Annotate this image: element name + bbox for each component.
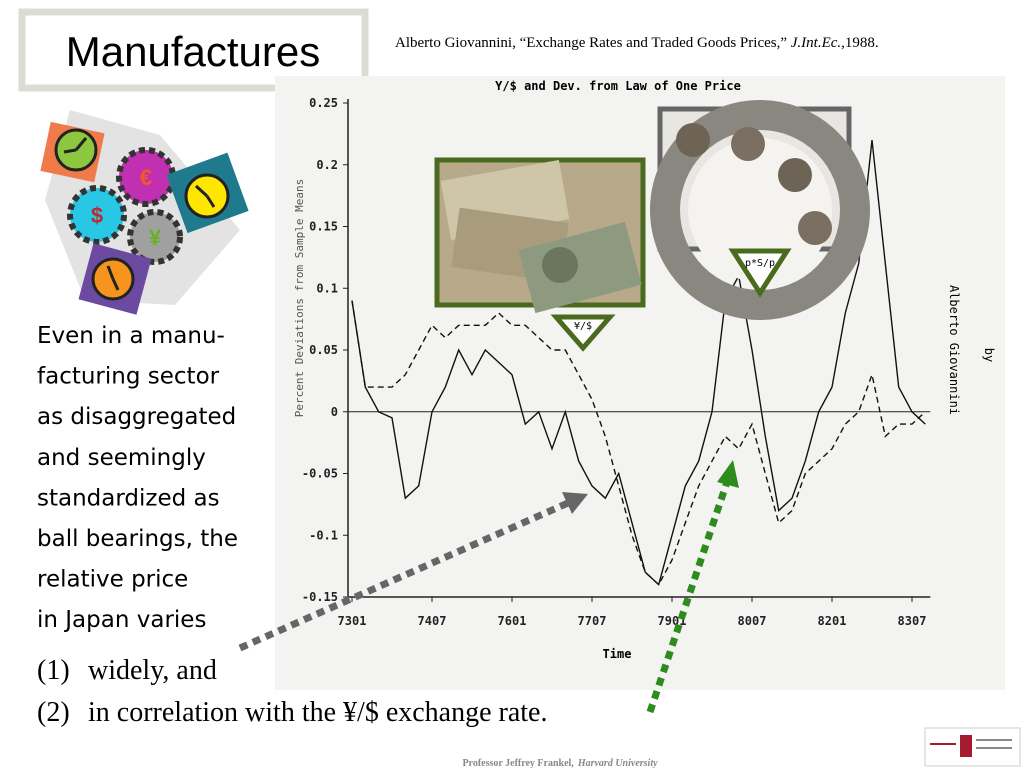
y-tick-label: -0.05: [302, 467, 338, 481]
x-tick-label: 8307: [898, 614, 927, 628]
body-line: as disaggregated: [37, 404, 236, 430]
gears-icon: € $ ¥: [40, 110, 249, 315]
citation-year: ,1988.: [841, 35, 879, 51]
chart-title: Y/$ and Dev. from Law of One Price: [495, 79, 741, 93]
x-tick-label: 7601: [498, 614, 527, 628]
y-tick-label: 0.05: [309, 343, 338, 357]
y-tick-label: -0.15: [302, 590, 338, 604]
body-line: Even in a manu-: [37, 323, 225, 349]
series-label: p*S/p: [745, 258, 775, 269]
svg-text:$: $: [91, 203, 103, 228]
y-axis-label: Percent Deviations from Sample Means: [293, 179, 306, 417]
series-line: [351, 140, 926, 586]
body-line: and seemingly: [37, 445, 206, 471]
side-text: by: [982, 348, 996, 362]
citation-box: [385, 25, 1005, 75]
y-tick-label: 0.2: [316, 158, 338, 172]
body-line: ball bearings, the: [37, 526, 238, 552]
callout-arrow: [728, 248, 792, 298]
x-tick-label: 7407: [418, 614, 447, 628]
body-line: facturing sector: [37, 364, 220, 390]
y-tick-label: 0: [331, 405, 338, 419]
arrow-head: [717, 460, 739, 488]
y-tick-label: 0.1: [316, 281, 338, 295]
citation: Alberto Giovannini, “Exchange Rates and …: [395, 35, 879, 51]
bearing-photo: [650, 100, 870, 320]
citation-text: Alberto Giovannini, “Exchange Rates and …: [395, 35, 791, 51]
x-axis-label: Time: [603, 647, 632, 661]
item-number: (1): [37, 655, 70, 686]
x-tick-label: 7707: [578, 614, 607, 628]
title-box: [18, 8, 369, 92]
pointer-arrow: [238, 499, 570, 652]
body-line: relative price: [37, 567, 188, 593]
footer-name: Professor Jeffrey Frankel,: [462, 758, 574, 768]
item-text: widely, and: [88, 655, 217, 686]
pointer-arrow: [646, 480, 731, 714]
item-number: (2): [37, 697, 70, 728]
callout-arrow: [550, 314, 616, 352]
yen-photo: [434, 157, 646, 314]
footer-affiliation: Harvard University: [577, 758, 658, 768]
body-text: Even in a manu-facturing sector as disagg…: [37, 323, 547, 728]
side-text: Alberto Giovannini: [947, 285, 961, 415]
slide-title: Manufactures: [66, 28, 320, 75]
footer: Professor Jeffrey Frankel, Harvard Univer…: [462, 758, 658, 768]
y-tick-label: -0.1: [309, 528, 338, 542]
svg-text:€: €: [140, 165, 152, 190]
x-tick-label: 8007: [738, 614, 767, 628]
arrow-head: [562, 492, 588, 514]
citation-journal: J.Int.Ec.: [791, 35, 841, 51]
svg-text:¥: ¥: [149, 225, 162, 250]
logo: [924, 727, 1021, 767]
y-tick-label: 0.15: [309, 220, 338, 234]
chart: Y/$ and Dev. from Law of One Price Time Pe…: [293, 79, 996, 661]
item-text: in correlation with the ¥/$ exchange rat…: [88, 697, 547, 728]
series-label: ¥/$: [574, 321, 592, 332]
body-line: standardized as: [37, 485, 220, 511]
x-tick-label: 7301: [338, 614, 367, 628]
body-line: in Japan varies: [37, 607, 206, 633]
y-tick-label: 0.25: [309, 96, 338, 110]
x-tick-label: 8201: [818, 614, 847, 628]
